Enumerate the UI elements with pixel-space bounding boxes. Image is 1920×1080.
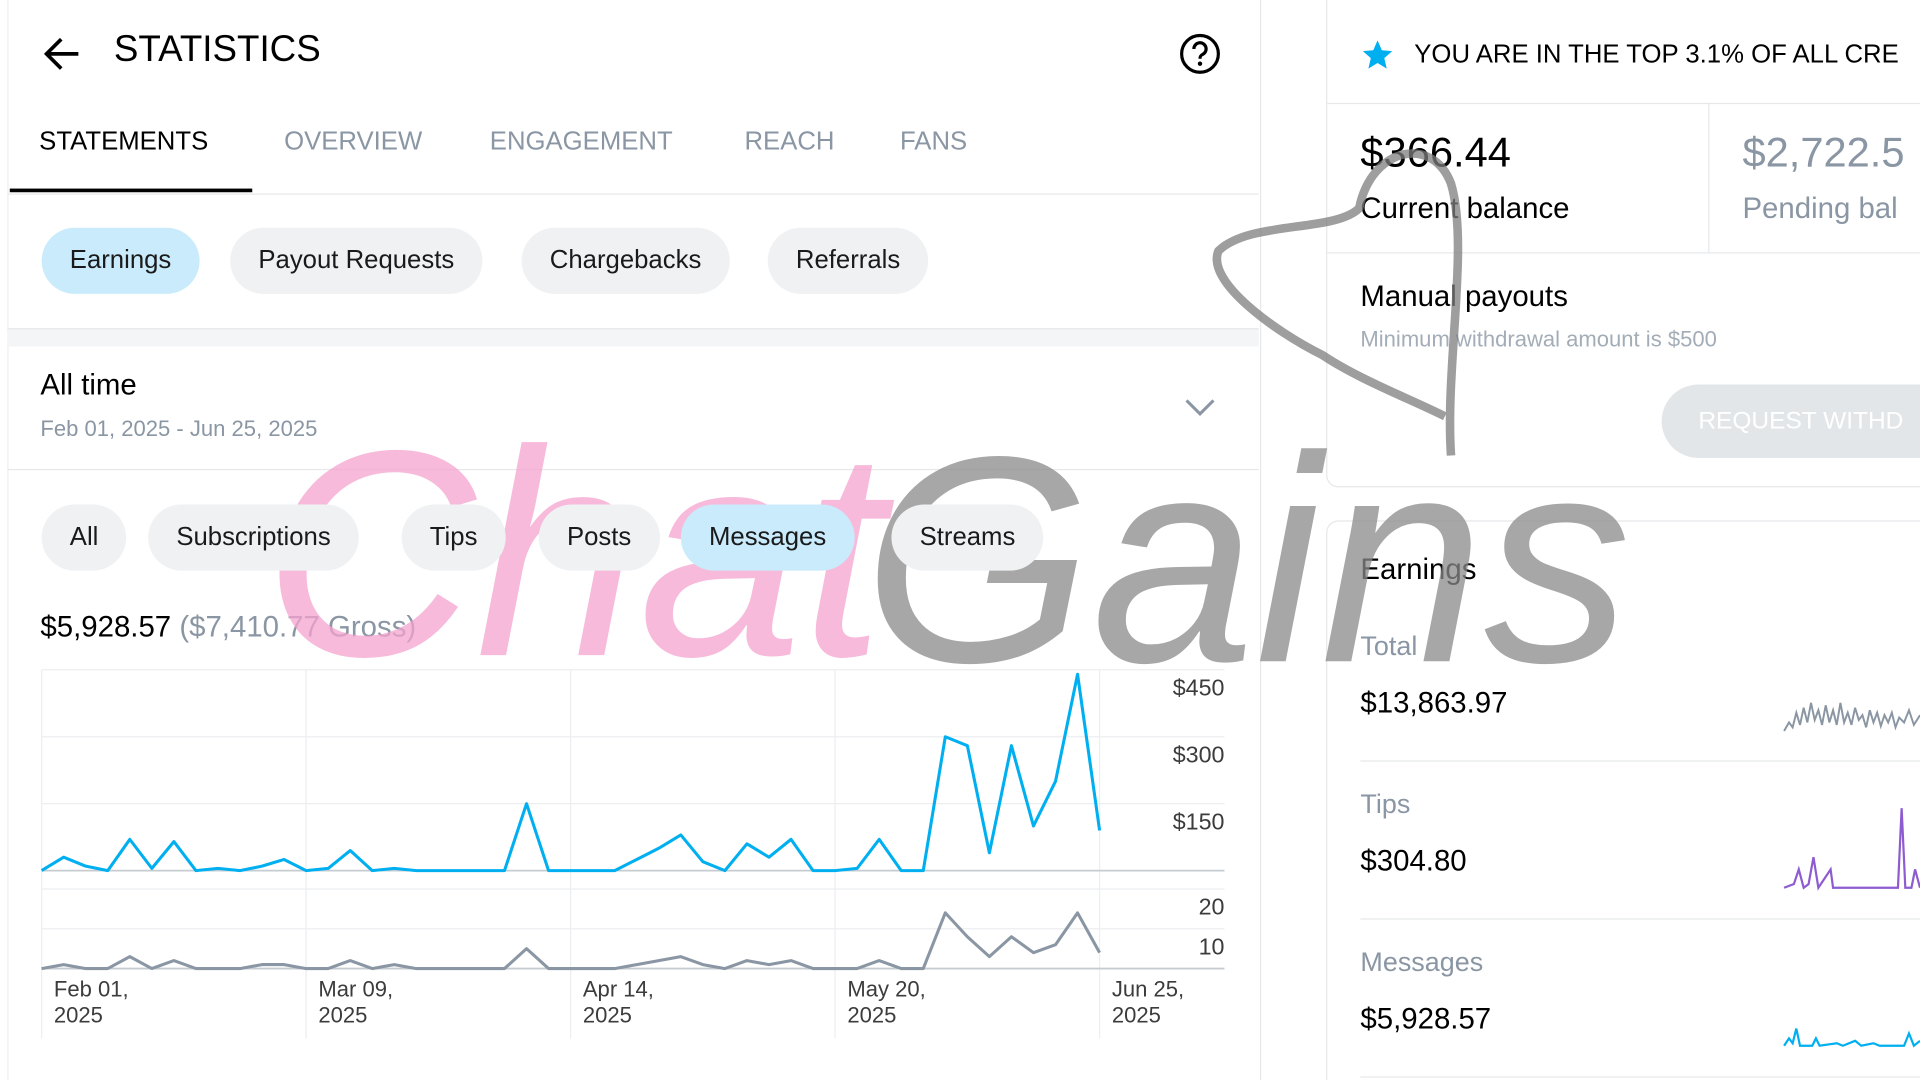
data-line: [40, 672, 1102, 873]
y-tick-label: 10: [1199, 933, 1225, 959]
divider: [1360, 918, 1920, 920]
summary: $5,928.57 ($7,410.77 Gross): [40, 611, 416, 645]
earnings-item-label: Total: [1360, 630, 1418, 662]
filter-chip[interactable]: Subscriptions: [148, 504, 359, 571]
divider: [7, 193, 1259, 195]
earnings-card: [1326, 520, 1920, 1080]
divider: [1360, 760, 1920, 762]
sparklines: [1783, 702, 1920, 1048]
subtab-chip[interactable]: Payout Requests: [230, 227, 483, 294]
tab[interactable]: FANS: [900, 127, 968, 156]
filter-chip[interactable]: Tips: [401, 504, 506, 571]
sparkline: [1783, 808, 1920, 891]
gross-amount: ($7,410.77 Gross): [179, 611, 417, 645]
star-icon: [1362, 40, 1393, 69]
sparkline: [1783, 1028, 1920, 1048]
tab-indicator: [9, 188, 253, 193]
filter-chip[interactable]: Posts: [538, 504, 660, 571]
filter-chip[interactable]: All: [41, 504, 127, 571]
data-line: [41, 911, 1101, 971]
tab[interactable]: ENGAGEMENT: [489, 127, 673, 156]
x-tick-label: Feb 01, 2025: [53, 977, 129, 1028]
earnings-item-value: $13,863.97: [1360, 686, 1508, 720]
x-tick-label: Jun 25, 2025: [1111, 977, 1185, 1028]
y-tick-label: $300: [1173, 741, 1225, 767]
request-withdrawal-button[interactable]: REQUEST WITHD: [1661, 384, 1920, 458]
filter-chip[interactable]: Streams: [891, 504, 1044, 571]
divider: [1327, 252, 1920, 254]
tab[interactable]: STATEMENTS: [39, 127, 209, 156]
y-tick-label: $450: [1173, 675, 1225, 701]
divider: [1327, 102, 1920, 105]
earnings-item-label: Messages: [1360, 946, 1484, 978]
filter-chip[interactable]: Messages: [680, 504, 855, 571]
earnings-item-label: Tips: [1360, 788, 1411, 820]
subtab-chip[interactable]: Chargebacks: [521, 227, 730, 294]
back-button[interactable]: [42, 34, 84, 76]
subtab-chip[interactable]: Earnings: [41, 227, 200, 294]
divider: [7, 468, 1259, 471]
subtab-chip[interactable]: Referrals: [767, 227, 929, 294]
sparkline: [1783, 702, 1920, 732]
period-range: Feb 01, 2025 - Jun 25, 2025: [40, 416, 318, 441]
earnings-title: Earnings: [1360, 553, 1477, 587]
page-title: STATISTICS: [113, 29, 321, 70]
dropdown-chevron[interactable]: [1183, 397, 1217, 419]
x-tick-label: Mar 09, 2025: [318, 977, 394, 1028]
divider: [1708, 102, 1710, 253]
divider: [1360, 1076, 1920, 1078]
y-tick-label: $150: [1173, 808, 1225, 834]
pending-balance-label: Pending bal: [1742, 192, 1898, 226]
help-button[interactable]: [1178, 32, 1222, 76]
tab[interactable]: REACH: [744, 127, 835, 156]
left-panel: [7, 0, 1262, 1080]
period-label[interactable]: All time: [40, 368, 137, 402]
rank-banner: YOU ARE IN THE TOP 3.1% OF ALL CRE: [1414, 40, 1899, 69]
section-gap: [7, 328, 1259, 347]
tab[interactable]: OVERVIEW: [284, 127, 423, 156]
pending-balance: $2,722.5: [1742, 129, 1905, 177]
net-amount: $5,928.57: [40, 611, 172, 645]
earnings-item-value: $5,928.57: [1360, 1002, 1492, 1036]
y-tick-label: 20: [1199, 894, 1225, 920]
x-tick-label: Apr 14, 2025: [582, 977, 654, 1028]
x-tick-label: May 20, 2025: [847, 977, 926, 1028]
earnings-item-value: $304.80: [1360, 844, 1467, 878]
